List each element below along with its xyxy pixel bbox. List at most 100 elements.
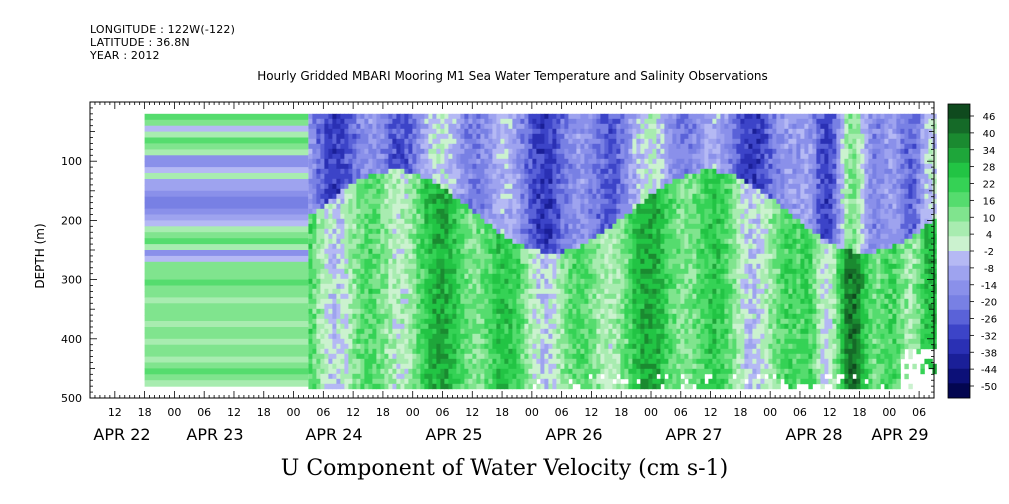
heatmap-cell	[384, 223, 389, 230]
heatmap-cell	[560, 318, 565, 325]
heatmap-cell	[600, 153, 605, 160]
heatmap-cell	[484, 198, 489, 205]
heatmap-cell	[348, 273, 353, 280]
heatmap-cell	[492, 123, 497, 130]
heatmap-cell	[548, 233, 553, 240]
heatmap-cell	[484, 383, 489, 390]
heatmap-cell	[512, 288, 517, 295]
heatmap-cell	[412, 148, 417, 155]
heatmap-cell	[560, 338, 565, 345]
heatmap-cell	[432, 333, 437, 340]
heatmap-cell	[632, 253, 637, 260]
heatmap-cell	[512, 313, 517, 320]
heatmap-cell	[352, 238, 357, 245]
heatmap-cell	[424, 378, 429, 385]
heatmap-cell	[324, 158, 329, 165]
heatmap-cell	[640, 298, 645, 305]
heatmap-cell	[312, 178, 317, 185]
heatmap-cell	[632, 183, 637, 190]
heatmap-cell	[448, 328, 453, 335]
heatmap-cell	[620, 203, 625, 210]
heatmap-cell	[588, 313, 593, 320]
heatmap-cell	[408, 273, 413, 280]
heatmap-cell	[552, 358, 557, 365]
heatmap-cell	[492, 213, 497, 220]
heatmap-cell	[384, 373, 389, 380]
heatmap-cell	[664, 143, 669, 150]
heatmap-cell	[328, 198, 333, 205]
heatmap-cell	[320, 178, 325, 185]
heatmap-cell	[360, 268, 365, 275]
heatmap-cell	[364, 313, 369, 320]
heatmap-cell	[364, 228, 369, 235]
heatmap-cell	[320, 183, 325, 190]
heatmap-cell	[628, 373, 633, 380]
heatmap-cell	[420, 338, 425, 345]
heatmap-cell	[444, 273, 449, 280]
heatmap-cell	[552, 383, 557, 390]
heatmap-cell	[324, 353, 329, 360]
heatmap-cell	[352, 163, 357, 170]
heatmap-cell	[512, 178, 517, 185]
heatmap-cell	[448, 113, 453, 120]
heatmap-cell	[328, 263, 333, 270]
heatmap-cell	[524, 133, 529, 140]
heatmap-cell	[316, 378, 321, 385]
heatmap-cell	[416, 383, 421, 390]
heatmap-cell	[652, 333, 657, 340]
heatmap-cell	[336, 153, 341, 160]
heatmap-cell	[472, 348, 477, 355]
heatmap-cell	[444, 348, 449, 355]
heatmap-cell	[384, 253, 389, 260]
heatmap-cell	[596, 233, 601, 240]
heatmap-cell	[408, 358, 413, 365]
heatmap-cell	[524, 273, 529, 280]
heatmap-cell	[608, 273, 613, 280]
heatmap-cell	[412, 273, 417, 280]
heatmap-cell	[416, 318, 421, 325]
heatmap-cell	[336, 268, 341, 275]
heatmap-cell	[452, 203, 457, 210]
heatmap-cell	[600, 163, 605, 170]
heatmap-cell	[460, 218, 465, 225]
heatmap-cell	[356, 198, 361, 205]
heatmap-cell	[380, 223, 385, 230]
heatmap-cell	[348, 163, 353, 170]
heatmap-cell	[648, 273, 653, 280]
heatmap-cell	[512, 373, 517, 380]
heatmap-cell	[468, 338, 473, 345]
heatmap-cell	[320, 298, 325, 305]
heatmap-cell	[660, 198, 665, 205]
heatmap-cell	[420, 203, 425, 210]
heatmap-cell	[492, 368, 497, 375]
heatmap-cell	[420, 373, 425, 380]
heatmap-cell	[332, 123, 337, 130]
heatmap-cell	[368, 133, 373, 140]
heatmap-cell	[660, 143, 665, 150]
heatmap-cell	[448, 338, 453, 345]
heatmap-cell	[344, 143, 349, 150]
heatmap-cell	[496, 233, 501, 240]
heatmap-cell	[588, 283, 593, 290]
heatmap-cell	[424, 343, 429, 350]
heatmap-cell	[488, 313, 493, 320]
heatmap-cell	[328, 273, 333, 280]
heatmap-cell	[436, 308, 441, 315]
heatmap-cell	[644, 333, 649, 340]
heatmap-cell	[644, 273, 649, 280]
heatmap-cell	[612, 133, 617, 140]
heatmap-cell	[628, 123, 633, 130]
heatmap-cell	[508, 338, 513, 345]
heatmap-cell	[540, 353, 545, 360]
heatmap-cell	[384, 258, 389, 265]
heatmap-cell	[392, 258, 397, 265]
heatmap-cell	[436, 293, 441, 300]
heatmap-cell	[424, 353, 429, 360]
heatmap-cell	[480, 373, 485, 380]
heatmap-cell	[412, 188, 417, 195]
heatmap-cell	[436, 378, 441, 385]
heatmap-cell	[484, 153, 489, 160]
heatmap-cell	[356, 258, 361, 265]
heatmap-cell	[520, 258, 525, 265]
heatmap-cell	[604, 223, 609, 230]
